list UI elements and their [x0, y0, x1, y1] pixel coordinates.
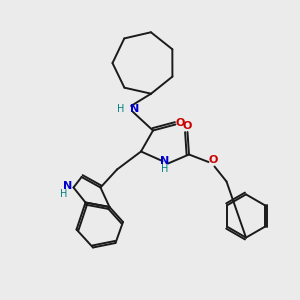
- Text: H: H: [117, 104, 125, 115]
- Text: O: O: [176, 118, 185, 128]
- Text: N: N: [64, 181, 73, 191]
- Text: H: H: [60, 189, 68, 199]
- Text: H: H: [161, 164, 169, 174]
- Text: O: O: [208, 155, 218, 165]
- Text: N: N: [160, 156, 169, 167]
- Text: N: N: [130, 104, 140, 115]
- Text: O: O: [183, 121, 192, 131]
